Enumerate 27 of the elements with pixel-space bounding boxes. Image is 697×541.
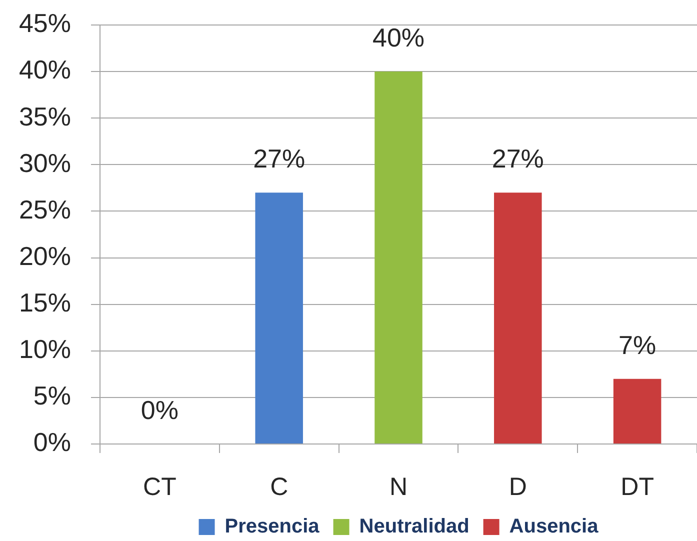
data-label: 0% xyxy=(140,395,178,425)
data-label: 27% xyxy=(492,144,544,174)
data-label: 7% xyxy=(618,330,656,360)
x-tick-label: CT xyxy=(143,472,176,501)
x-tick-label: D xyxy=(508,472,527,501)
y-tick-label: 45% xyxy=(18,8,71,38)
data-label: 40% xyxy=(372,22,425,53)
y-tick-label: 30% xyxy=(18,148,71,178)
y-tick-label: 20% xyxy=(18,240,71,271)
y-tick-label: 15% xyxy=(18,288,71,318)
legend-label: Neutralidad xyxy=(359,516,470,538)
y-tick-label: 35% xyxy=(18,101,71,132)
bar xyxy=(613,378,662,444)
y-tick-label: 40% xyxy=(18,54,71,85)
legend-label: Ausencia xyxy=(509,516,600,538)
legend-label: Presencia xyxy=(224,516,320,538)
bar xyxy=(374,72,422,444)
x-tick-label: DT xyxy=(620,472,654,501)
y-tick-label: 25% xyxy=(18,194,71,224)
y-tick-label: 0% xyxy=(33,427,71,458)
y-tick-label: 5% xyxy=(33,380,71,411)
x-tick-label: C xyxy=(270,472,288,501)
data-label: 27% xyxy=(253,144,306,174)
bar xyxy=(255,192,303,444)
x-tick-label: N xyxy=(389,472,408,501)
y-tick-label: 10% xyxy=(18,334,71,364)
bar xyxy=(494,192,542,444)
